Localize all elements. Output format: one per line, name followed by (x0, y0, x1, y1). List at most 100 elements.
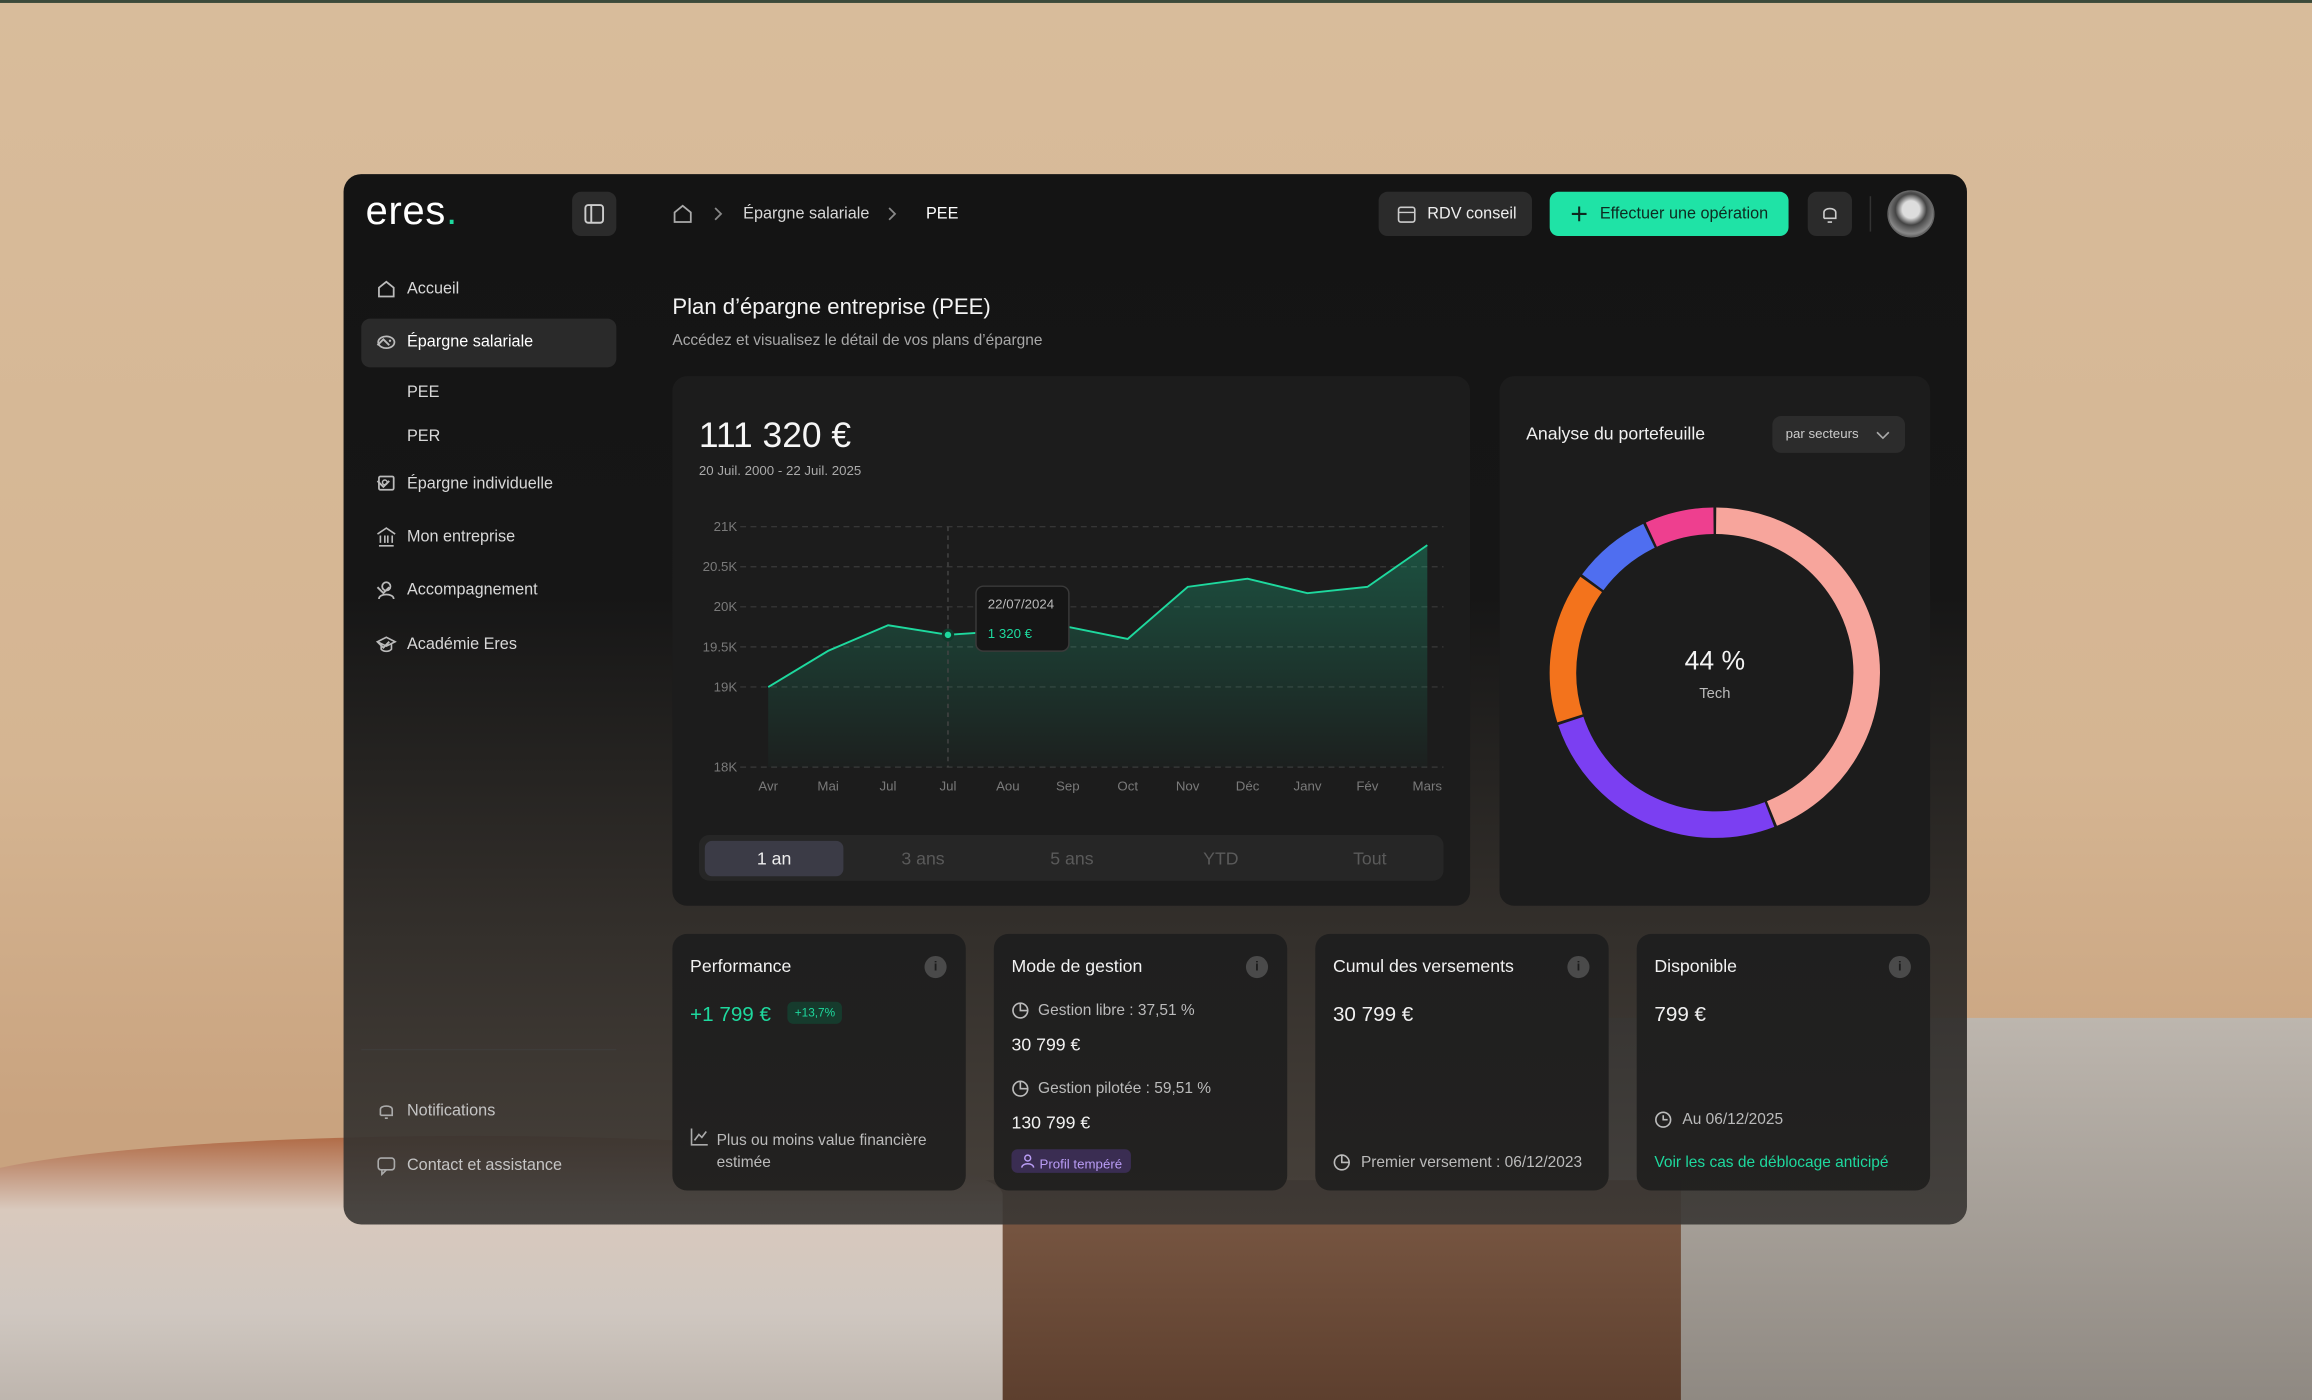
period-tabs: 1 an 3 ans 5 ans YTD Tout (698, 834, 1444, 881)
nav-label: Académie Eres (406, 635, 517, 654)
top-edge (0, 0, 2312, 3)
nav-label: Contact et assistance (406, 1156, 563, 1175)
icon (377, 527, 396, 547)
info-icon[interactable]: i (924, 955, 947, 979)
x-tick-label: Aou (996, 779, 1020, 794)
total-value: 111 320 € (698, 416, 852, 456)
stat-card: Disponible i 799 € Au 06/12/2025 Voir le… (1636, 933, 1931, 1191)
period-tab[interactable]: 5 ans (1050, 848, 1094, 869)
nav-label: Épargne individuelle (406, 475, 554, 493)
x-tick-label: Oct (1117, 779, 1138, 794)
icon (375, 636, 397, 653)
nav-label: Accueil (406, 280, 460, 298)
donut-segment (1582, 523, 1656, 591)
icon (377, 1157, 396, 1176)
card-title: Cumul des versements (1332, 955, 1514, 977)
avatar[interactable] (1887, 190, 1935, 238)
pie-icon (1333, 1154, 1350, 1171)
nav-item[interactable]: Mon entreprise (361, 513, 616, 562)
home-icon[interactable] (672, 204, 693, 225)
period-tab[interactable]: YTD (1203, 848, 1239, 869)
chart-card: 111 320 € 20 Juil. 2000 - 22 Juil. 2025 … (672, 376, 1471, 906)
area-fill (768, 545, 1428, 768)
period-tab[interactable]: Tout (1353, 848, 1387, 869)
chevron (1876, 431, 1890, 440)
stat-card: Performance i +1 799 € +13,7% Plus ou mo… (672, 933, 966, 1191)
info-icon[interactable]: i (1567, 955, 1590, 979)
nav-item[interactable]: Notifications (361, 1087, 616, 1136)
bell-button[interactable] (1807, 191, 1852, 237)
nav-item[interactable]: Académie Eres (361, 621, 616, 670)
nav-item[interactable]: Accueil (361, 266, 616, 315)
x-tick-label: Fév (1356, 779, 1378, 794)
badge-label: Profil tempéré (1039, 1156, 1123, 1172)
x-tick-label: Mai (817, 779, 838, 794)
nav-item[interactable]: Épargne individuelle (361, 460, 616, 509)
donut-segment (1558, 716, 1775, 838)
x-tick-label: Mars (1413, 779, 1443, 794)
nav-label: Notifications (406, 1102, 496, 1120)
nav-label: Épargne salariale (406, 333, 534, 352)
card-value: 799 € (1654, 1001, 1707, 1026)
card-title: Disponible (1654, 955, 1738, 977)
y-tick-label: 18K (714, 760, 738, 775)
period-label: 20 Juil. 2000 - 22 Juil. 2025 (698, 463, 862, 478)
chevron (376, 641, 390, 649)
dropdown-label: par secteurs (1785, 426, 1859, 442)
user-icon (1021, 1154, 1035, 1168)
profile-badge: Profil tempéré (1011, 1149, 1131, 1173)
y-tick-label: 20.5K (703, 559, 738, 574)
nav-item[interactable]: Contact et assistance (361, 1142, 616, 1191)
info-icon[interactable]: i (1245, 955, 1269, 979)
x-tick-label: Janv (1293, 779, 1321, 794)
item-value: 30 799 € (1011, 1034, 1081, 1055)
logo-dot: . (446, 188, 458, 234)
icon (377, 335, 396, 350)
item-label: Gestion pilotée : 59,51 % (1038, 1079, 1212, 1098)
card-value: +1 799 € (690, 1001, 771, 1026)
info-icon[interactable]: i (1888, 955, 1911, 979)
icon (379, 1105, 394, 1120)
breadcrumb-link[interactable]: Épargne salariale (743, 205, 870, 223)
collapse-icon (584, 204, 605, 224)
donut-segment (1645, 507, 1714, 547)
rdv-button[interactable]: RDV conseil (1378, 191, 1532, 237)
period-tab[interactable]: 3 ans (901, 848, 945, 869)
calendar-icon (1397, 206, 1416, 223)
nav-item-active[interactable]: Épargne salariale (361, 318, 617, 368)
area-chart: 18K 19K 19.5K 20K 20.5K 21K Avr Mai Jul Jul Aou Sep… (703, 519, 1444, 794)
card-note: Plus ou moins value financière estimée (716, 1131, 927, 1172)
donut-center-name: Tech (1699, 686, 1730, 702)
card-link[interactable]: Voir les cas de déblocage anticipé (1654, 1153, 1889, 1172)
y-tick-label: 19.5K (703, 639, 738, 654)
hover-point (941, 628, 955, 642)
collapse-button[interactable] (572, 191, 617, 237)
subnav-item[interactable]: PER (406, 427, 441, 446)
donut-center-value: 44 % (1685, 646, 1745, 676)
period-tab[interactable]: 1 an (704, 840, 844, 877)
card-title: Performance (690, 955, 792, 977)
card-value: 30 799 € (1332, 1001, 1414, 1026)
chevron (376, 586, 390, 595)
icon (378, 280, 395, 298)
portfolio-card: Analyse du portefeuille par secteurs 44 … (1499, 376, 1931, 906)
nav-label: Accompagnement (406, 581, 538, 599)
stat-card: Mode de gestion i Gestion libre : 37,51 … (993, 933, 1288, 1191)
card-title: Mode de gestion (1011, 955, 1143, 977)
x-tick-label: Jul (939, 779, 956, 794)
nav-item[interactable]: Accompagnement (361, 566, 616, 615)
card-date: Au 06/12/2025 (1682, 1110, 1784, 1129)
separator (361, 1048, 617, 1051)
sector-dropdown[interactable]: par secteurs (1772, 416, 1906, 453)
card-note: Premier versement : 06/12/2023 (1360, 1153, 1583, 1172)
tooltip-value: 1 320 € (988, 626, 1033, 641)
operation-button[interactable]: Effectuer une opération (1549, 191, 1789, 237)
logo: eres. (366, 189, 458, 235)
clock-icon (1655, 1111, 1672, 1128)
area-line (767, 544, 1428, 688)
y-tick-label: 19K (714, 679, 738, 694)
breadcrumb-current: PEE (925, 205, 959, 223)
subnav-item[interactable]: PEE (406, 383, 440, 402)
nav-label: Mon entreprise (406, 528, 516, 546)
